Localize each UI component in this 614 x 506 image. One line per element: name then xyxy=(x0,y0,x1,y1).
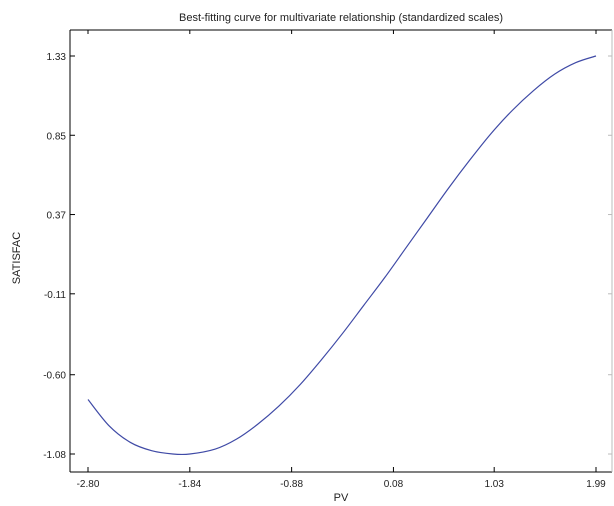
plot-area: -2.80 -1.84 -0.88 0.08 1.03 1.99 1.33 0.85 0.37 -… xyxy=(43,29,613,490)
y-tick-label: -0.11 xyxy=(44,290,66,301)
y-axis-label: SATISFAC xyxy=(11,232,23,284)
series-line xyxy=(87,55,597,456)
y-tick-label: -0.60 xyxy=(43,371,66,382)
x-tick-label: -0.88 xyxy=(280,479,303,490)
y-tick-label: 1.33 xyxy=(47,52,67,63)
y-tick-label: 0.37 xyxy=(47,211,67,222)
x-tick-label: -2.80 xyxy=(77,479,100,490)
x-axis-label: PV xyxy=(334,492,349,504)
y-tick-label: 0.85 xyxy=(47,131,67,142)
x-tick-label: -1.84 xyxy=(178,479,201,490)
x-tick-label: 0.08 xyxy=(384,479,404,490)
y-tick-label: -1.08 xyxy=(43,450,66,461)
chart-title: Best-fitting curve for multivariate rela… xyxy=(179,12,503,24)
x-tick-label: 1.99 xyxy=(586,479,606,490)
x-tick-label: 1.03 xyxy=(484,479,504,490)
